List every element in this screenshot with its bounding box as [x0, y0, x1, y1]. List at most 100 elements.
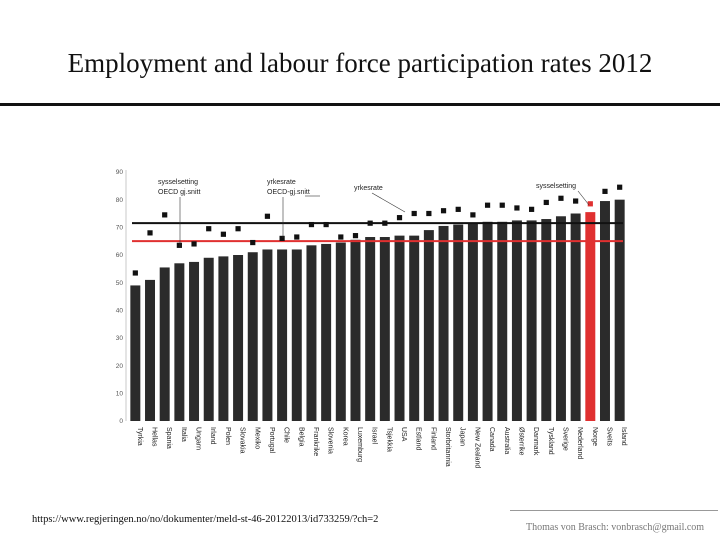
- participation-marker: [455, 206, 461, 212]
- category-label: Slovenia: [327, 427, 334, 454]
- participation-marker: [499, 202, 505, 208]
- annotation-arrow: [577, 190, 590, 206]
- participation-marker: [250, 239, 256, 246]
- footer-box: [510, 510, 718, 541]
- bar-belgia: [291, 249, 302, 421]
- participation-marker: [573, 198, 579, 204]
- bar-portugal: [262, 249, 273, 421]
- participation-marker: [602, 188, 608, 194]
- category-label: Japan: [459, 427, 466, 446]
- category-label: Belgia: [297, 427, 304, 447]
- participation-marker: [484, 202, 491, 208]
- bar-slovakia: [233, 255, 244, 421]
- participation-marker: [162, 212, 168, 218]
- participation-marker: [529, 206, 535, 212]
- participation-marker: [470, 212, 476, 218]
- participation-marker: [367, 220, 373, 226]
- bar-spania: [159, 267, 170, 421]
- participation-marker: [132, 270, 138, 276]
- category-label: Mexiko: [253, 427, 260, 449]
- category-label: Slovakia: [239, 427, 246, 454]
- category-label: Hellas: [151, 427, 158, 447]
- participation-marker: [220, 231, 226, 237]
- participation-marker: [147, 230, 153, 236]
- bar--sterrike: [511, 220, 522, 421]
- annotation-label: yrkesrate: [267, 179, 296, 186]
- bar-israel: [365, 237, 376, 421]
- y-tick-label: 20: [116, 363, 124, 370]
- bar-tsjekkia: [379, 237, 390, 421]
- category-label: Chile: [283, 427, 290, 443]
- annotation-label: sysselsetting: [158, 179, 198, 186]
- participation-marker: [206, 226, 212, 232]
- participation-marker: [426, 210, 432, 217]
- bar-chile: [277, 249, 288, 421]
- category-label: Østerrike: [517, 427, 524, 456]
- category-label: Korea: [341, 427, 348, 446]
- y-tick-label: 90: [116, 169, 124, 176]
- bar-polen: [218, 256, 229, 421]
- bar-new-zealand: [467, 223, 478, 421]
- participation-marker: [176, 242, 182, 248]
- bar-island: [614, 199, 625, 421]
- bar-australia: [497, 221, 508, 421]
- bar-irland: [203, 257, 214, 421]
- participation-marker: [411, 210, 417, 217]
- participation-marker: [338, 234, 344, 240]
- category-label: Island: [620, 427, 627, 446]
- bar-canada: [482, 221, 493, 421]
- category-label: Australia: [503, 427, 510, 454]
- annotation-label: sysselsetting: [536, 183, 576, 190]
- bar-tyrkia: [130, 285, 141, 421]
- source-link[interactable]: https://www.regjeringen.no/no/dokumenter…: [32, 514, 379, 525]
- category-label: Danmark: [532, 427, 539, 456]
- participation-marker: [308, 221, 315, 228]
- bar-hellas: [145, 279, 156, 421]
- category-label: Finland: [429, 427, 436, 450]
- annotation-label: OECD-gj.snitt: [267, 189, 310, 196]
- y-tick-label: 40: [116, 308, 124, 315]
- footer-credit: Thomas von Brasch: vonbrasch@gmail.com: [526, 522, 705, 533]
- bar-finland: [423, 230, 434, 421]
- participation-marker: [558, 195, 564, 201]
- bar-danmark: [526, 220, 537, 421]
- annotation-label: OECD gj.snitt: [158, 189, 200, 196]
- participation-marker: [264, 213, 271, 219]
- participation-marker: [294, 234, 300, 240]
- category-label: New Zealand: [473, 427, 480, 468]
- category-label: Irland: [209, 427, 216, 445]
- category-label: Israel: [371, 427, 378, 445]
- category-label: Frankrike: [312, 427, 319, 456]
- category-label: Nederland: [576, 427, 583, 459]
- category-label: Sverige: [561, 427, 568, 451]
- category-label: Tyrkia: [136, 427, 143, 446]
- bar-mexiko: [247, 252, 258, 421]
- bar-italia: [174, 263, 185, 421]
- y-tick-label: 50: [116, 280, 124, 287]
- bar-tyskland: [541, 219, 552, 421]
- participation-marker: [396, 215, 403, 221]
- category-label: Spania: [165, 427, 172, 449]
- participation-marker: [352, 233, 359, 239]
- annotation-label: yrkesrate: [354, 185, 383, 192]
- category-label: Polen: [224, 427, 231, 445]
- bar-luxemburg: [350, 239, 361, 421]
- bar-korea: [335, 242, 346, 421]
- participation-marker: [514, 205, 520, 211]
- slide-title: Employment and labour force participatio…: [67, 48, 653, 78]
- bar-slovenia: [321, 243, 332, 421]
- category-label: USA: [400, 427, 407, 442]
- bar-sveits: [599, 201, 610, 421]
- title-divider: [0, 103, 720, 106]
- participation-marker: [587, 201, 593, 207]
- category-label: Norge: [591, 427, 598, 446]
- bar-estland: [409, 235, 420, 421]
- y-tick-label: 10: [116, 391, 124, 398]
- y-tick-label: 60: [116, 252, 124, 259]
- annotation-arrow: [371, 192, 406, 213]
- participation-marker: [323, 221, 329, 228]
- y-tick-label: 80: [116, 197, 124, 204]
- y-tick-label: 70: [116, 225, 124, 232]
- category-label: Tyskland: [547, 427, 554, 455]
